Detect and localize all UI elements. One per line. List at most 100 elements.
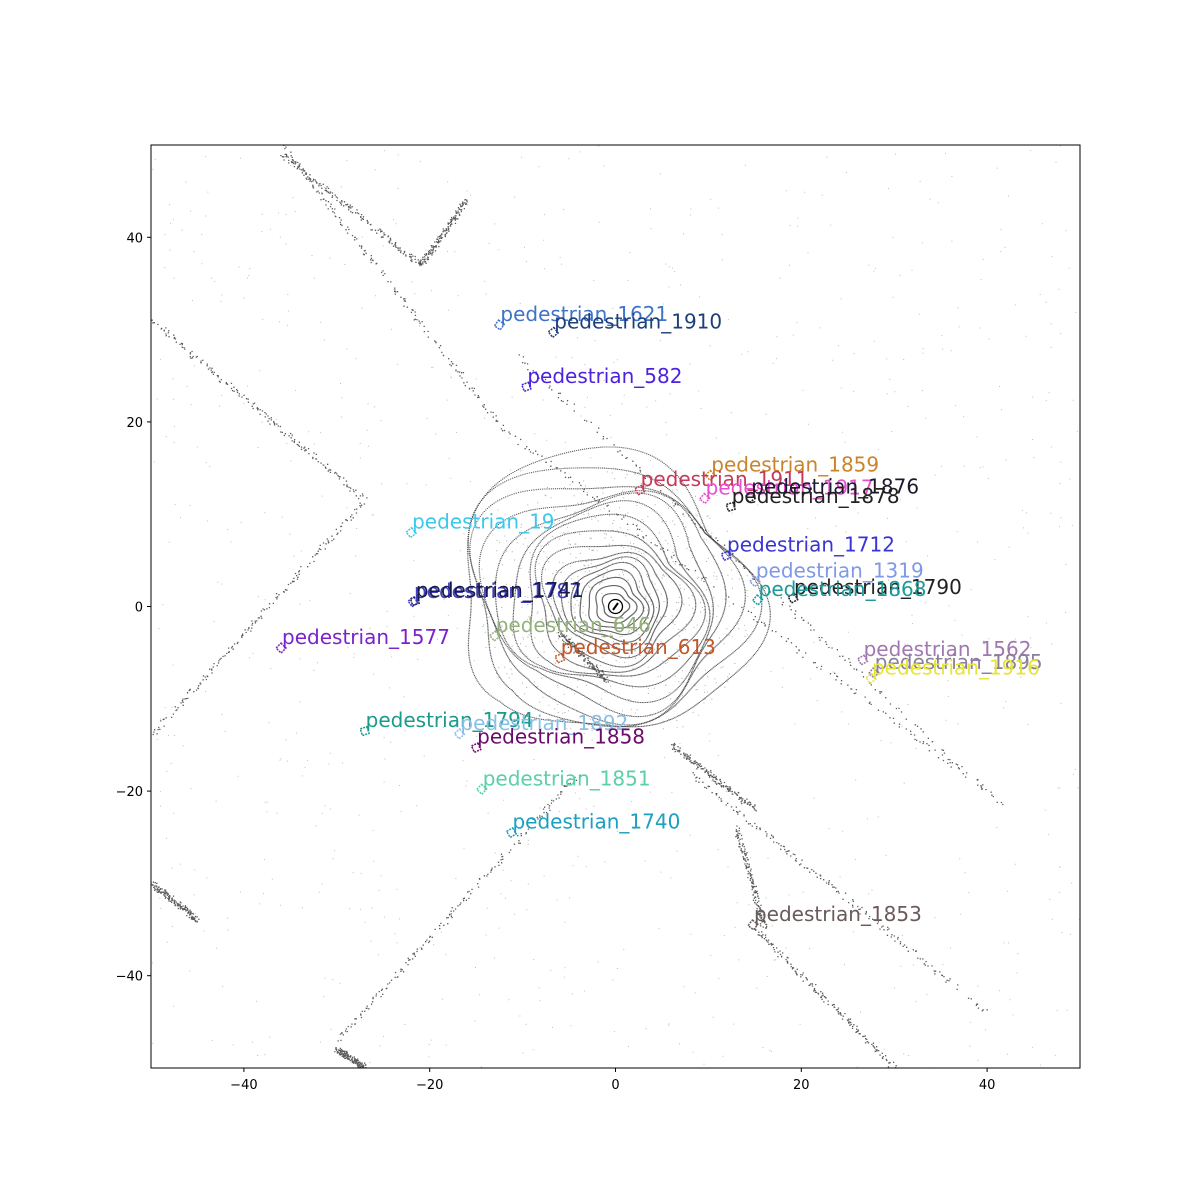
lidar-clutter — [482, 468, 755, 742]
y-tick-label: −40 — [116, 970, 143, 985]
lidar-line — [337, 774, 582, 1042]
x-tick-label: 40 — [979, 1078, 996, 1093]
lidar-line — [671, 742, 757, 812]
pedestrian-label: pedestrian_1787 — [414, 579, 582, 603]
ego-vehicle-marker — [607, 598, 624, 615]
pedestrian-box — [856, 654, 869, 666]
pedestrian-box — [787, 592, 799, 604]
pedestrian-box — [633, 484, 646, 496]
pedestrian-label: pedestrian_1895 — [875, 650, 1043, 674]
pedestrian-label: pedestrian_613 — [561, 635, 716, 659]
pedestrian-box — [505, 826, 518, 839]
pedestrian-label: pedestrian_1794 — [366, 708, 534, 732]
pedestrian-box — [720, 550, 732, 562]
pedestrian-label: pedestrian_1621 — [500, 302, 668, 326]
pedestrian-box — [751, 594, 764, 607]
pedestrian-label: pedestrian_1859 — [711, 452, 879, 476]
lidar-ring — [579, 568, 650, 636]
y-tick-label: 0 — [135, 601, 143, 616]
pedestrian-label: pedestrian_1851 — [483, 766, 651, 790]
x-tick-label: 0 — [611, 1078, 619, 1093]
lidar-ring — [570, 561, 655, 643]
pedestrian-box — [475, 783, 488, 796]
pedestrian-box — [744, 491, 757, 504]
pedestrian-label: pedestrian_1577 — [282, 625, 450, 649]
lidar-line — [334, 1047, 367, 1068]
pedestrian-label: pedestrian_1910 — [554, 309, 722, 333]
pedestrian-label: pedestrian_1876 — [751, 475, 919, 499]
lidar-ring — [512, 500, 711, 688]
pedestrian-label: pedestrian_1740 — [512, 810, 680, 834]
y-tick-label: 20 — [126, 416, 143, 431]
pedestrian-box — [409, 595, 421, 607]
lidar-line — [280, 153, 422, 266]
pedestrian-label: pedestrian_646 — [496, 613, 651, 637]
x-tick-label: −20 — [416, 1078, 443, 1093]
lidar-line — [735, 825, 768, 929]
pedestrian-box — [698, 492, 711, 505]
pedestrian-label: pedestrian_1916 — [872, 655, 1040, 679]
pedestrian-box — [453, 727, 466, 740]
pedestrian-label: pedestrian_1911 — [641, 467, 809, 491]
lidar-ring — [601, 593, 631, 619]
lidar-ring — [478, 490, 727, 718]
pedestrian-label: pedestrian_1868 — [759, 577, 927, 601]
lidar-ring — [534, 530, 697, 673]
lidar-line — [502, 430, 983, 790]
pedestrian-box — [865, 672, 877, 685]
pedestrian-box — [359, 725, 371, 737]
lidar-ring — [551, 551, 668, 659]
pedestrian-box — [554, 652, 566, 664]
pedestrian-label: pedestrian_1853 — [754, 902, 922, 926]
lidar-line — [152, 502, 366, 736]
x-tick-label: −40 — [230, 1078, 257, 1093]
pedestrian-label: pedestrian_1917 — [706, 476, 874, 500]
pedestrian-box — [725, 501, 736, 513]
pedestrian-boxes — [275, 319, 880, 931]
lidar-noise — [151, 145, 1080, 1068]
pedestrian-box — [547, 326, 560, 339]
pedestrian-box — [520, 381, 532, 393]
pedestrian-label: pedestrian_1319 — [756, 559, 924, 583]
pedestrian-box — [405, 526, 418, 539]
lidar-line — [418, 198, 468, 267]
pedestrian-label: pedestrian_1562 — [864, 637, 1032, 661]
lidar-ring — [467, 467, 763, 728]
y-tick-label: 40 — [126, 231, 143, 246]
pedestrian-label: pedestrian_1741 — [416, 578, 584, 602]
lidar-point-cloud — [151, 145, 1080, 1068]
pedestrian-label: pedestrian_19 — [412, 510, 554, 534]
pedestrian-box — [704, 469, 717, 482]
pedestrian-box — [488, 630, 501, 643]
pedestrian-box — [867, 666, 880, 679]
lidar-line — [557, 631, 609, 683]
pedestrian-label: pedestrian_1878 — [732, 484, 900, 508]
pedestrian-box — [747, 918, 759, 931]
lidar-ring — [467, 446, 771, 728]
lidar-ring — [494, 492, 714, 704]
pedestrian-box — [748, 575, 761, 588]
lidar-line — [518, 354, 1004, 806]
lidar-ring — [529, 513, 706, 677]
lidar-line — [151, 319, 368, 500]
lidar-ring — [540, 544, 683, 668]
ego-heading — [612, 602, 619, 611]
pedestrian-box — [470, 742, 482, 754]
pedestrian-label: pedestrian_1858 — [477, 725, 645, 749]
lidar-ring — [595, 585, 638, 624]
pedestrian-label: pedestrian_582 — [527, 364, 682, 388]
pedestrian-label: pedestrian_1892 — [460, 711, 628, 735]
pedestrian-box — [493, 319, 506, 331]
axes: −40 −20 0 20 40 −40 −20 0 20 40 — [116, 231, 996, 1093]
lidar-line — [692, 772, 988, 1012]
y-tick-label: −20 — [116, 785, 143, 800]
lidar-ring — [588, 576, 645, 629]
pedestrian-label: pedestrian_1790 — [794, 575, 962, 599]
pedestrian-box — [275, 642, 288, 655]
pedestrian-label: pedestrian_1712 — [727, 533, 895, 557]
lidar-ring — [560, 556, 660, 651]
x-tick-label: 20 — [793, 1078, 810, 1093]
